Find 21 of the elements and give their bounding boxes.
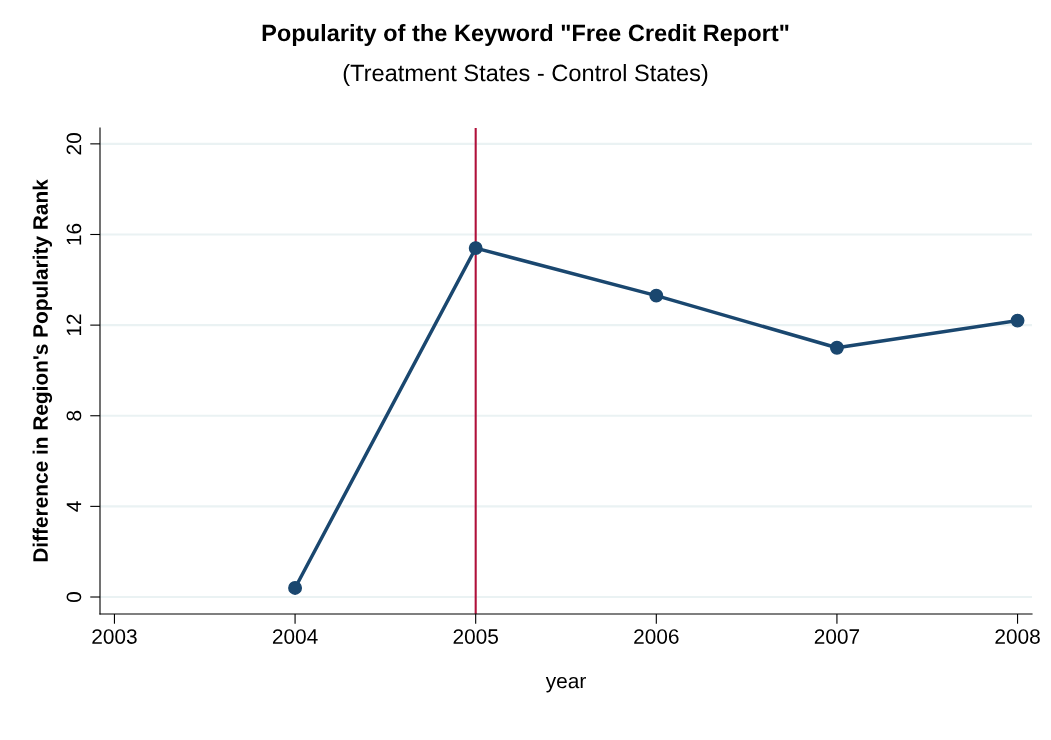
x-tick-label: 2004 — [272, 629, 318, 644]
y-tick-label: 12 — [66, 314, 82, 336]
point — [649, 288, 664, 303]
y-axis-title: Difference in Region's Popularity Rank — [32, 179, 53, 562]
x-tick-label: 2003 — [92, 629, 137, 644]
x-tick-label: 2006 — [634, 629, 679, 644]
point — [288, 580, 303, 595]
x-tick-label: 2008 — [995, 629, 1040, 644]
y-tick-label: 16 — [66, 223, 82, 245]
y-tick-label: 20 — [66, 133, 82, 155]
point — [468, 241, 483, 256]
x-axis-title: year — [545, 676, 586, 693]
y-tick-label: 4 — [66, 501, 82, 512]
y-tick-label: 0 — [66, 592, 82, 602]
point — [1010, 313, 1025, 328]
chart-title: Popularity of the Keyword "Free Credit Report" — [262, 24, 789, 46]
x-tick-label: 2007 — [814, 629, 860, 644]
x-tick-label: 2005 — [453, 629, 498, 644]
point — [829, 340, 844, 355]
y-tick-label: 8 — [66, 410, 82, 421]
chart-subtitle: (Treatment States - Control States) — [343, 64, 708, 86]
